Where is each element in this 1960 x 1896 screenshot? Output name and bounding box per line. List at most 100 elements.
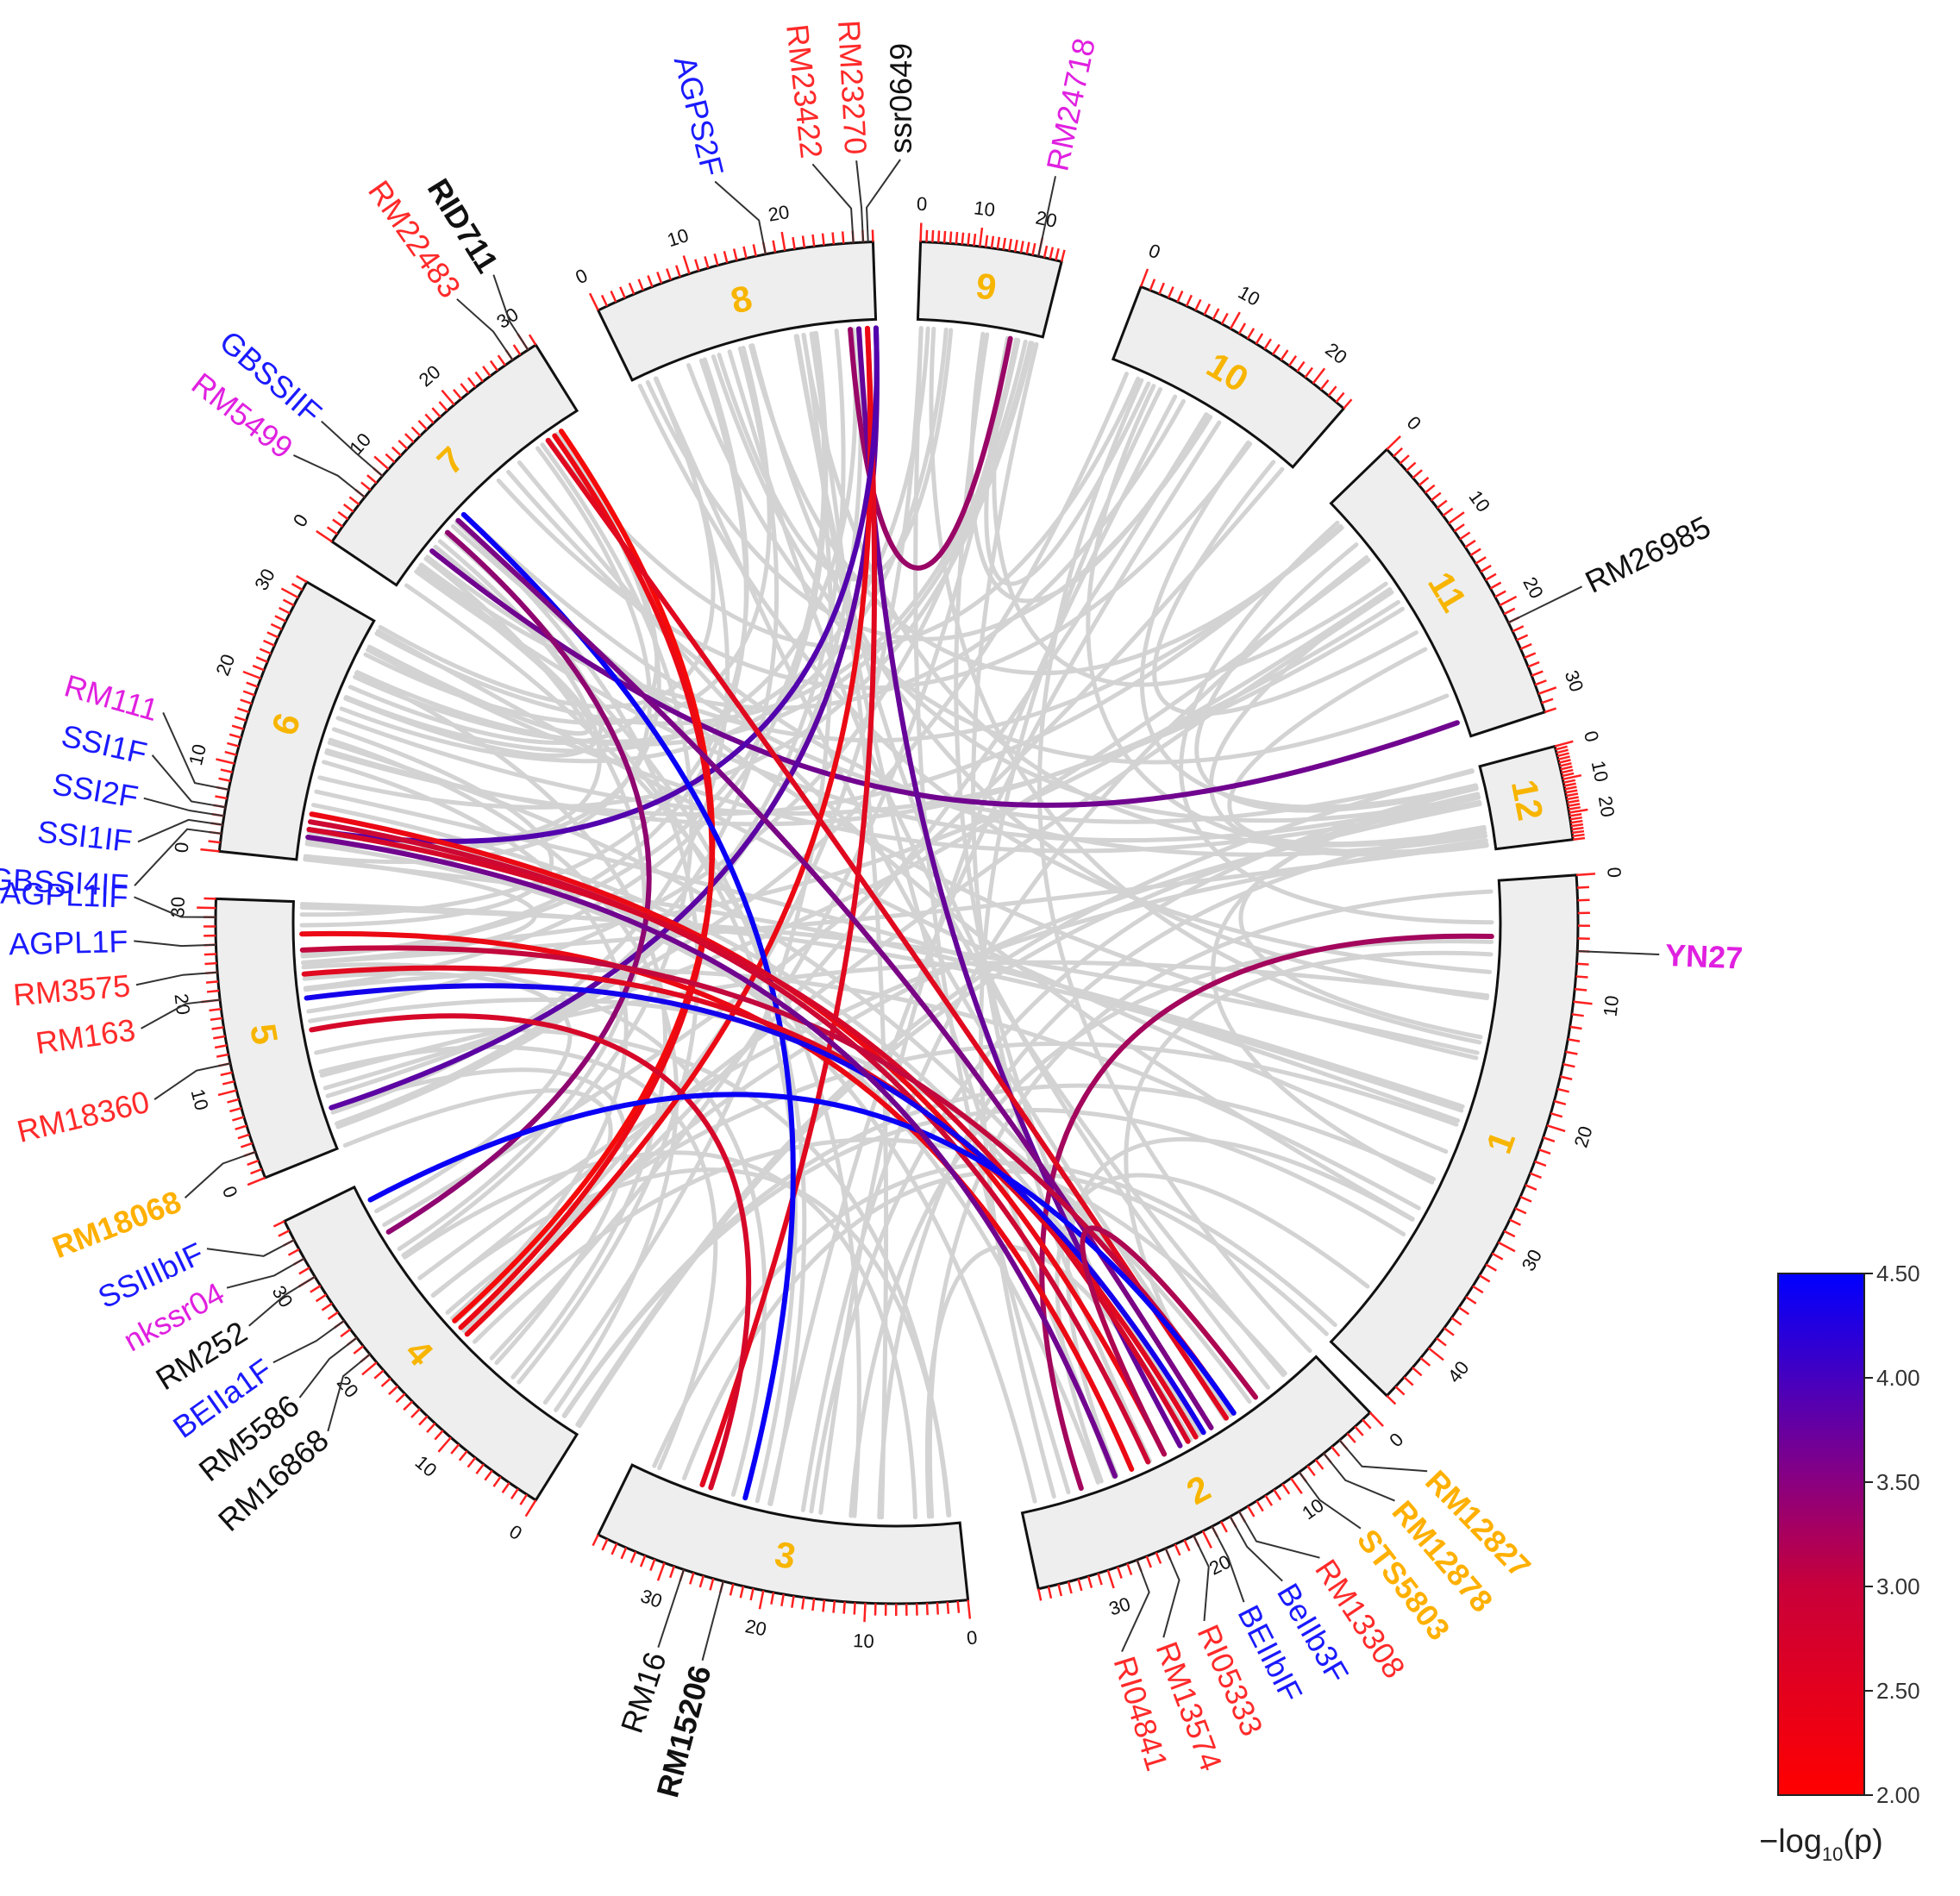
tick-mark xyxy=(1562,772,1575,778)
significant-link xyxy=(304,983,1206,1436)
tick-mark xyxy=(1534,679,1547,686)
tick-mark xyxy=(1086,1575,1093,1588)
marker-leader-line xyxy=(1238,1511,1320,1559)
marker-leader-line xyxy=(1229,1516,1283,1582)
significant-link xyxy=(301,965,1199,1440)
tick-mark xyxy=(282,598,295,607)
tick-mark xyxy=(528,334,537,346)
grey-link-layer xyxy=(299,326,1494,1520)
tick-mark xyxy=(1485,573,1497,581)
marker-label: RM18360 xyxy=(14,1084,153,1149)
tick-mark xyxy=(936,1602,940,1615)
tick-mark xyxy=(366,474,378,485)
tick-mark xyxy=(497,354,506,366)
tick-mark xyxy=(1556,748,1569,754)
tick-mark xyxy=(510,1487,519,1499)
tick-mark xyxy=(1556,1087,1569,1093)
tick-mark xyxy=(1575,987,1587,992)
tick-mark xyxy=(274,615,287,623)
tick-mark xyxy=(272,1220,285,1228)
marker-label: RM23270 xyxy=(831,19,874,155)
grey-link xyxy=(992,335,1388,687)
tick-mark xyxy=(1566,796,1579,801)
tick-mark xyxy=(220,1071,233,1077)
grey-link xyxy=(335,329,846,1126)
tick-mark xyxy=(1562,779,1576,784)
colorbar-title: −log10(p) xyxy=(1759,1824,1883,1865)
tick-mark xyxy=(1183,1539,1191,1552)
tick-mark xyxy=(1568,1038,1581,1043)
tick-mark xyxy=(1527,660,1540,668)
tick-mark xyxy=(831,232,836,245)
tick-mark xyxy=(996,236,1001,249)
tick-mark xyxy=(1126,1562,1133,1575)
tick-label: 30 xyxy=(1106,1593,1133,1619)
tick-mark xyxy=(380,1377,391,1387)
tick-mark xyxy=(620,1547,628,1560)
grey-link xyxy=(978,386,1163,1499)
tick-mark xyxy=(1554,1099,1567,1106)
tick-mark xyxy=(1264,1494,1274,1506)
tick-mark xyxy=(1176,290,1184,303)
colorbar-tick-label: 3.00 xyxy=(1876,1574,1920,1599)
tick-mark xyxy=(1570,823,1584,828)
grey-link xyxy=(414,569,1481,843)
tick-mark xyxy=(1494,590,1506,598)
marker-label: AGPL1F xyxy=(9,923,128,961)
tick-mark xyxy=(475,1463,485,1475)
tick-mark xyxy=(1335,391,1345,404)
tick-mark xyxy=(1443,1327,1455,1336)
marker-leader-line xyxy=(141,998,221,1029)
tick-label: 20 xyxy=(1321,338,1351,368)
grey-link xyxy=(489,337,1018,1361)
tick-mark xyxy=(1362,1418,1372,1430)
tick-mark xyxy=(984,235,989,247)
significant-link xyxy=(307,819,1151,1465)
tick-label: 10 xyxy=(185,742,210,767)
tick-mark xyxy=(1306,1465,1316,1477)
tick-mark xyxy=(752,244,757,257)
tick-mark xyxy=(1509,1218,1521,1226)
grey-link xyxy=(402,1150,917,1520)
tick-mark xyxy=(501,1482,510,1493)
grey-link xyxy=(318,1044,718,1471)
tick-mark xyxy=(770,1592,775,1605)
tick-mark xyxy=(1450,1317,1462,1326)
tick-mark xyxy=(1067,1581,1073,1594)
tick-mark xyxy=(1393,447,1404,458)
tick-mark xyxy=(1525,1184,1537,1191)
tick-mark xyxy=(801,235,806,248)
tick-mark xyxy=(656,272,663,285)
grey-link xyxy=(809,785,1479,1514)
tick-mark xyxy=(841,231,845,244)
tick-mark xyxy=(232,1116,245,1122)
tick-mark xyxy=(1116,1566,1123,1579)
colorbar-gradient xyxy=(1777,1273,1865,1796)
tick-label: 10 xyxy=(411,1451,441,1481)
tick-mark xyxy=(1516,634,1529,641)
tick-mark xyxy=(1060,249,1066,262)
tick-mark xyxy=(242,670,261,680)
tick-mark xyxy=(610,290,617,303)
tick-mark xyxy=(1575,975,1588,979)
tick-mark xyxy=(474,371,484,383)
marker-label: RM16 xyxy=(614,1648,673,1737)
tick-mark xyxy=(1565,1050,1578,1055)
colorbar-tick-label: 2.50 xyxy=(1876,1678,1920,1704)
marker-leader-line xyxy=(134,896,216,918)
tick-mark xyxy=(629,1551,637,1564)
marker-leader-line xyxy=(327,1353,371,1432)
tick-mark xyxy=(1448,511,1465,525)
colorbar-tick-label: 4.50 xyxy=(1876,1261,1920,1286)
tick-mark xyxy=(259,648,272,655)
chromosome-ring: 1010203040201020303010203040102030501020… xyxy=(166,193,1625,1652)
tick-mark xyxy=(1185,294,1193,307)
tick-mark xyxy=(1025,241,1030,254)
marker-leader-line xyxy=(492,274,529,351)
tick-mark xyxy=(231,724,244,730)
tick-label: 10 xyxy=(187,1086,213,1112)
grey-link xyxy=(1194,542,1479,813)
tick-mark xyxy=(1570,819,1583,824)
tick-mark xyxy=(1412,469,1423,479)
